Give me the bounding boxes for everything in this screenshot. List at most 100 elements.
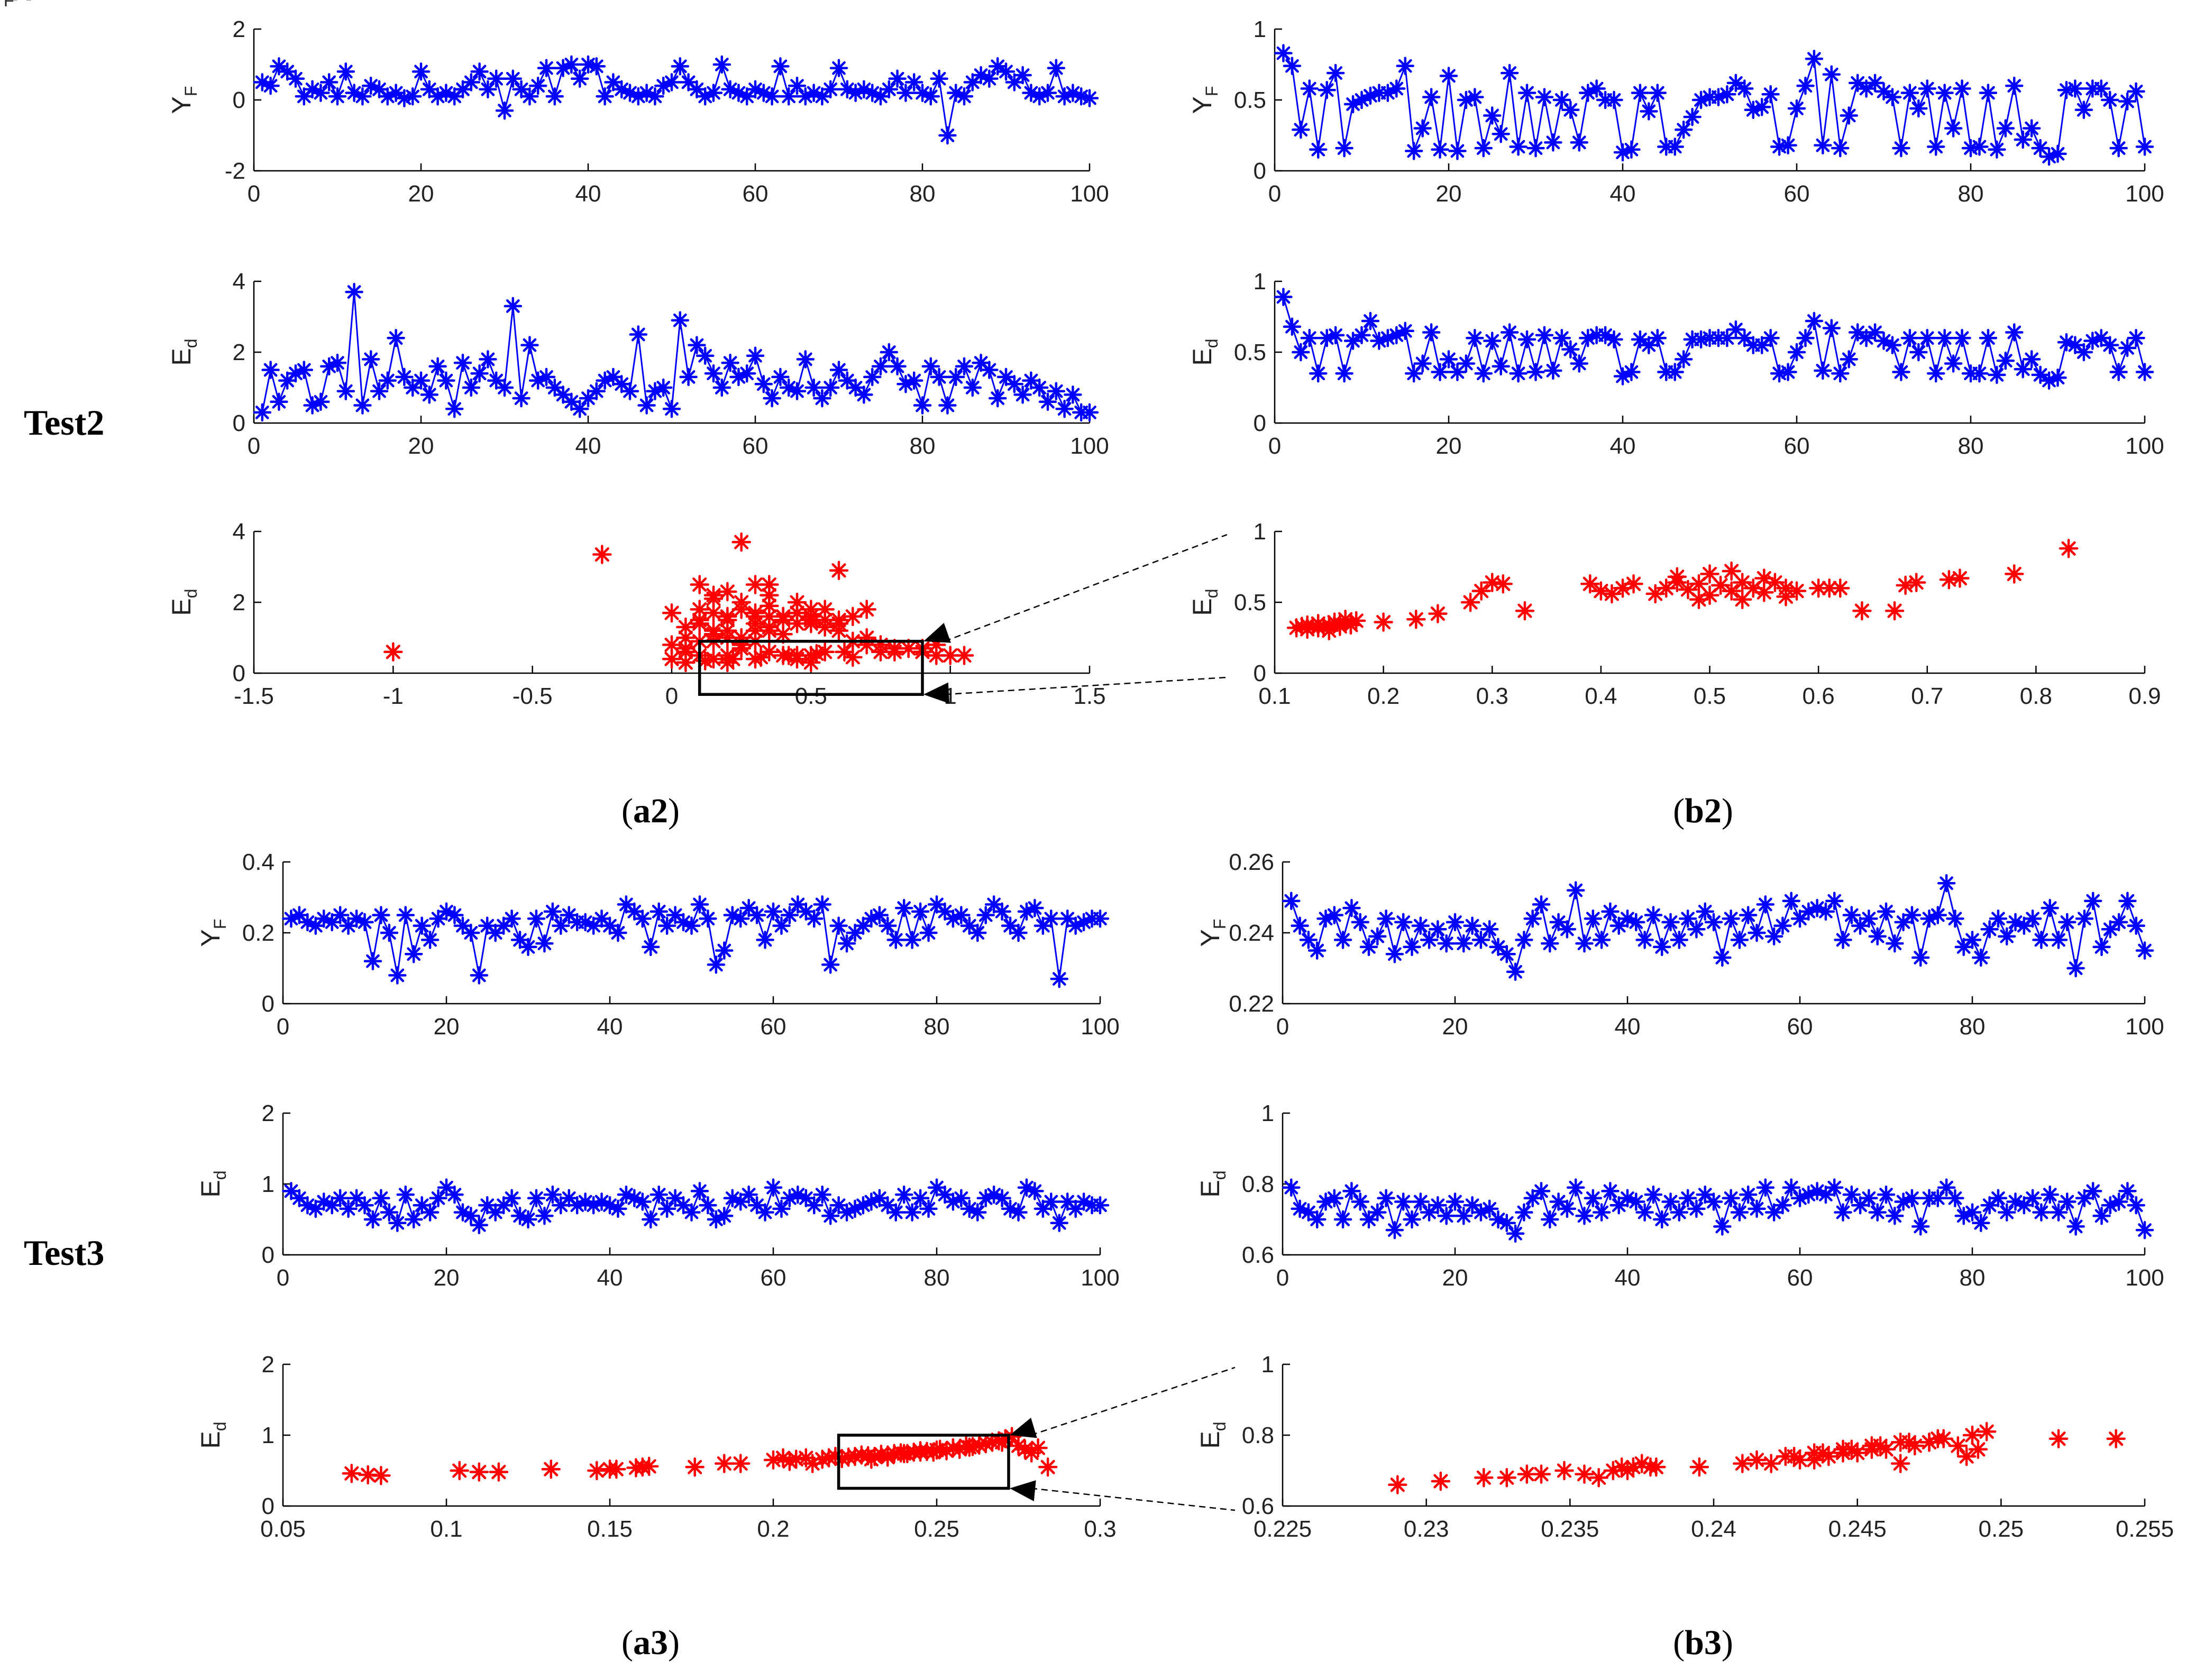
data-point (1064, 385, 1082, 404)
data-point (1584, 909, 1603, 928)
data-point (1722, 581, 1741, 601)
data-point (1292, 121, 1310, 139)
data-point (2083, 1182, 2102, 1200)
data-point (1868, 927, 1887, 945)
data-point (813, 895, 831, 914)
data-point (495, 378, 514, 397)
y-tick-label: 0.22 (1229, 991, 1274, 1017)
x-tick-label: 40 (575, 433, 601, 459)
data-point (1497, 1468, 1517, 1488)
data-point (879, 916, 897, 935)
data-point (886, 931, 905, 949)
data-point (955, 357, 974, 376)
data-point (1886, 1207, 1904, 1225)
data-point (1307, 941, 1327, 960)
series-line (1283, 52, 2146, 158)
x-tick-label: 100 (1081, 1014, 1119, 1040)
data-point (1689, 1457, 1709, 1477)
data-point (562, 55, 581, 74)
data-point (2058, 913, 2077, 932)
data-point (2109, 1192, 2128, 1211)
data-point (690, 613, 709, 634)
data-point (2135, 137, 2154, 156)
data-point (1868, 1203, 1887, 1222)
data-point (450, 1461, 469, 1481)
data-point (331, 906, 350, 924)
data-point (2135, 1220, 2154, 1240)
data-point (261, 76, 280, 95)
data-point (1005, 375, 1024, 393)
data-point (1535, 326, 1554, 345)
data-point (1647, 1457, 1666, 1477)
data-point (502, 1189, 521, 1208)
data-point (1471, 581, 1491, 601)
data-point (629, 325, 648, 344)
data-point (2005, 564, 2024, 584)
data-point (2109, 913, 2128, 932)
data-point (930, 69, 948, 88)
data-point (1422, 88, 1441, 106)
data-point (1552, 328, 1571, 347)
data-point (388, 1214, 407, 1232)
data-point (1283, 317, 1302, 336)
data-point (1761, 1454, 1781, 1473)
data-point (1474, 1468, 1494, 1488)
data-point (1997, 927, 2016, 945)
data-point (470, 62, 489, 81)
data-point (1989, 909, 2008, 928)
data-point (1318, 80, 1336, 99)
data-point (959, 1437, 980, 1457)
y-tick-label: 2 (233, 339, 245, 365)
data-point (1640, 102, 1658, 121)
data-point (1570, 354, 1588, 373)
x-tick-label: 40 (1610, 433, 1636, 459)
x-tick-label: 1.5 (1073, 683, 1105, 709)
data-point (642, 938, 660, 957)
data-point (1704, 913, 1723, 932)
data-point (504, 69, 523, 88)
data-point (1566, 881, 1585, 899)
x-axis-label: Times (0, 0, 35, 6)
data-point (821, 80, 840, 99)
data-point (1515, 601, 1535, 621)
data-point (715, 1207, 734, 1225)
data-point (404, 944, 423, 963)
x-tick-label: 80 (924, 1014, 950, 1040)
data-point (1776, 587, 1796, 607)
data-point (968, 923, 987, 942)
data-point (764, 1178, 783, 1197)
data-point (2118, 92, 2137, 111)
data-point (779, 87, 798, 106)
x-tick-label: 60 (1784, 433, 1810, 459)
data-point (1013, 385, 1032, 404)
data-point (1860, 1189, 1878, 1208)
data-point (1492, 357, 1510, 376)
data-point (1446, 913, 1465, 932)
data-point (829, 561, 849, 580)
data-point (469, 1462, 489, 1482)
data-point (1903, 906, 1922, 924)
data-point (1834, 931, 1852, 949)
data-point (470, 966, 489, 985)
data-point (1541, 934, 1559, 953)
data-point (1935, 84, 1954, 102)
data-point (904, 73, 923, 91)
data-point (1055, 399, 1074, 418)
data-point (470, 1216, 489, 1234)
data-point (1575, 1464, 1594, 1484)
x-tick-label: 20 (434, 1265, 460, 1291)
data-point (676, 638, 696, 658)
data-point (955, 87, 974, 106)
x-tick-label: 0 (665, 683, 678, 709)
data-point (787, 646, 807, 665)
data-point (1080, 403, 1099, 422)
data-point (261, 361, 280, 379)
data-point (1554, 1461, 1574, 1481)
y-tick-label: 0.5 (1234, 590, 1266, 616)
data-point (1704, 1192, 1723, 1211)
data-point (662, 399, 681, 418)
data-point (954, 646, 974, 665)
data-point (396, 1185, 415, 1204)
data-point (1900, 84, 1919, 102)
data-point (1852, 601, 1872, 621)
